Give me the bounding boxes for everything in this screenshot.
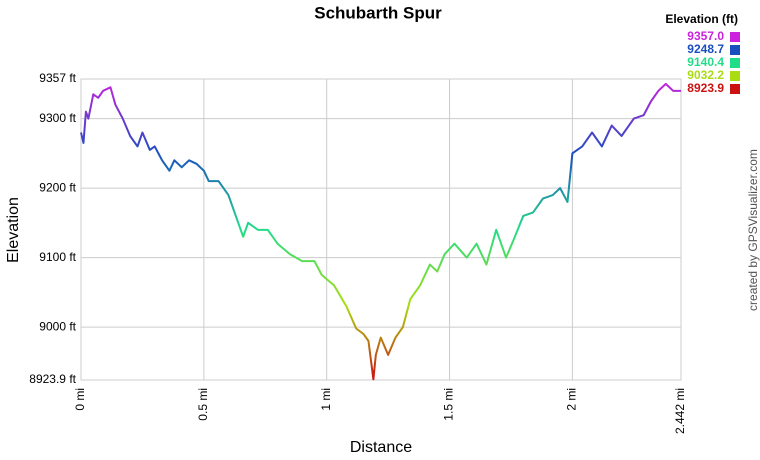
y-tick-label: 9357 ft [39,71,76,85]
chart-title: Schubarth Spur [314,3,442,22]
x-tick-label: 0 mi [73,388,87,411]
elevation-line [80,82,681,381]
legend-label: 9032.2 [687,68,724,82]
x-axis-label: Distance [350,439,412,456]
x-tick-label: 1 mi [319,388,333,411]
legend-title: Elevation (ft) [665,12,738,26]
y-axis-label: Elevation [5,197,22,263]
legend-label: 9140.4 [687,55,724,69]
credit: created by GPSVisualizer.com [746,149,760,311]
legend-swatch [730,45,740,55]
y-tick-label: 9300 ft [39,111,76,125]
legend-swatch [730,84,740,94]
plot-area [80,78,682,381]
legend-label: 9357.0 [687,29,724,43]
x-tick-label: 1.5 mi [442,388,456,421]
legend-swatch [730,32,740,42]
legend-swatch [730,71,740,81]
legend-label: 8923.9 [687,81,724,95]
y-tick-label: 8923.9 ft [29,372,76,386]
x-tick-label: 2.442 mi [673,388,687,434]
legend-swatch [730,58,740,68]
legend-label: 9248.7 [687,42,724,56]
y-tick-label: 9200 ft [39,180,76,194]
y-tick-label: 9000 ft [39,319,76,333]
y-tick-label: 9100 ft [39,250,76,264]
x-tick-label: 0.5 mi [196,388,210,421]
x-tick-label: 2 mi [565,388,579,411]
